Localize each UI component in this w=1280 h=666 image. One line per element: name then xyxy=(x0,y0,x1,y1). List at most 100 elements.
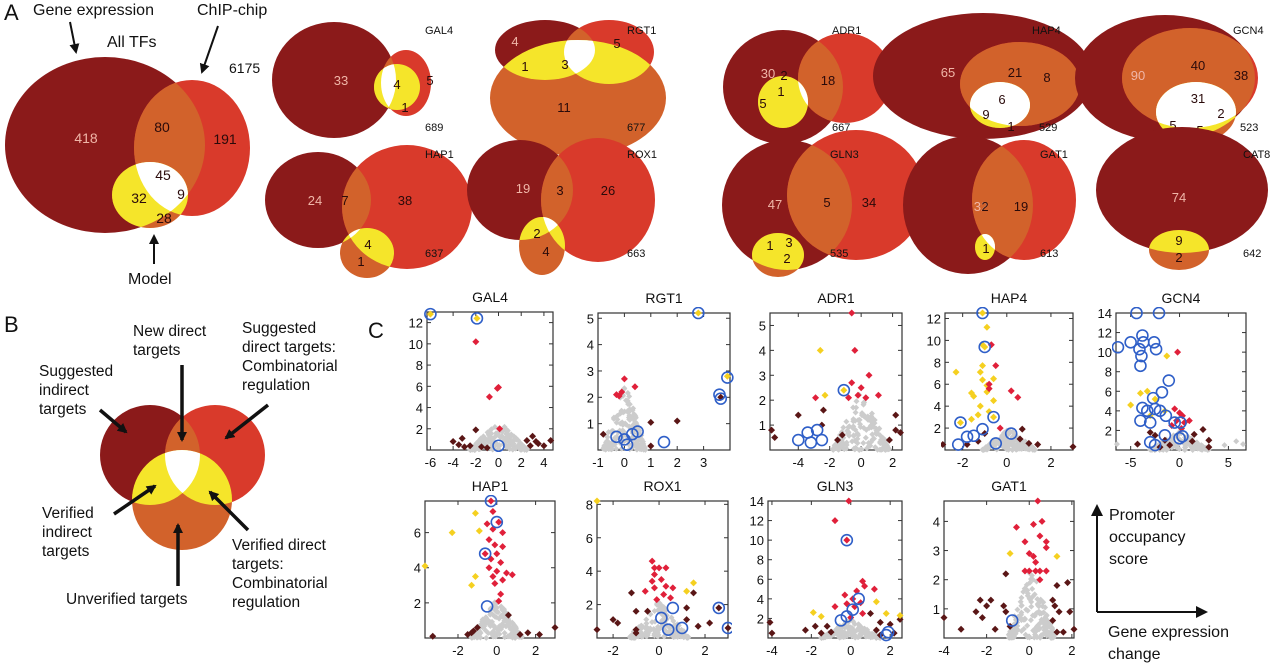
point-model-predicted xyxy=(881,625,895,639)
point-model-predicted xyxy=(1168,416,1181,429)
point-bound xyxy=(841,591,849,599)
point-model-predicted xyxy=(879,628,893,642)
point-unaffected xyxy=(1022,631,1029,638)
point-verified xyxy=(956,419,964,427)
point-bound xyxy=(472,338,480,346)
point-unaffected xyxy=(836,629,843,636)
point-unaffected xyxy=(867,422,874,429)
expression-model-overlap xyxy=(495,40,595,80)
point-model-predicted xyxy=(1140,404,1154,418)
venn-count-label: 3 xyxy=(561,57,568,72)
point-unaffected xyxy=(1021,615,1028,622)
plot-title: HAP1 xyxy=(472,478,509,494)
point-model-predicted xyxy=(1147,336,1161,349)
point-expression-only xyxy=(1055,608,1063,616)
label-new-direct-targets: New direct targets xyxy=(133,323,207,359)
point-unaffected xyxy=(1014,627,1021,634)
point-unaffected xyxy=(507,433,514,440)
venn-count-label: 4 xyxy=(393,77,400,92)
point-expression-only xyxy=(1146,428,1154,436)
legend-gene-expression-label: Gene expression change xyxy=(1108,624,1229,663)
x-tick-label: 2 xyxy=(1068,643,1075,658)
venn-count-label: 8 xyxy=(1043,70,1050,85)
point-bound xyxy=(641,587,649,595)
point-unaffected xyxy=(503,444,510,451)
venn-count-label: 5 xyxy=(823,195,830,210)
point-unaffected xyxy=(607,445,614,452)
y-tick-label: 2 xyxy=(934,421,941,436)
scatter-gcn4: GCN4 -5 0 5 2 4 6 8 10 12 14 xyxy=(1098,290,1247,470)
point-bound xyxy=(653,596,661,604)
point-unaffected xyxy=(1037,619,1044,626)
venn-count-label: 32 xyxy=(131,190,147,206)
point-expression-only xyxy=(647,442,655,450)
point-model-predicted xyxy=(692,307,705,320)
point-expression-only xyxy=(593,626,601,634)
point-unaffected xyxy=(1006,441,1013,448)
point-expression-only xyxy=(940,614,948,622)
point-bound xyxy=(874,391,882,399)
point-unaffected xyxy=(604,438,611,445)
point-unaffected xyxy=(870,632,877,639)
point-expression-only xyxy=(504,611,512,619)
point-unaffected xyxy=(860,439,867,446)
plot-title: RGT1 xyxy=(645,290,683,306)
point-unaffected xyxy=(618,445,625,452)
point-bound xyxy=(650,584,658,592)
y-tick-label: 4 xyxy=(933,514,940,529)
venn-count-label: 32 xyxy=(974,199,988,214)
point-unaffected xyxy=(516,446,523,453)
point-expression-only xyxy=(614,619,622,627)
point-unaffected xyxy=(493,604,500,611)
x-tick-label: -2 xyxy=(470,455,482,470)
arrow-chip-chip xyxy=(199,25,219,74)
point-bound xyxy=(1174,348,1182,356)
y-tick-label: 8 xyxy=(757,553,764,568)
arrow-suggested-indirect xyxy=(98,408,128,434)
venn-count-label: 5 xyxy=(759,96,766,111)
point-bound xyxy=(870,585,878,593)
point-expression-only xyxy=(974,437,982,445)
y-tick-label: 2 xyxy=(933,573,940,588)
y-tick-label: 3 xyxy=(759,368,766,383)
legend-promoter-occupancy-label: Promoter occupancy score xyxy=(1109,507,1186,568)
venn-count-label: 40 xyxy=(1191,58,1205,73)
total-genes-label: 523 xyxy=(1240,122,1258,134)
point-bound xyxy=(660,591,668,599)
x-tick-label: -6 xyxy=(425,455,437,470)
point-unaffected xyxy=(490,633,497,640)
venn-count-label: 1 xyxy=(521,59,528,74)
point-unaffected xyxy=(631,412,638,419)
point-model-predicted xyxy=(804,436,818,449)
point-verified xyxy=(1163,352,1171,360)
point-unaffected xyxy=(491,624,498,631)
label-suggested-indirect-targets: Suggested indirect targets xyxy=(39,363,114,418)
x-tick-label: 2 xyxy=(1047,455,1054,470)
point-expression-only xyxy=(838,431,846,439)
point-expression-only xyxy=(1025,439,1033,447)
point-unaffected xyxy=(873,431,880,438)
point-unaffected xyxy=(1005,445,1012,452)
venn-count-label: 38 xyxy=(398,193,412,208)
point-verified xyxy=(816,346,824,354)
point-expression-only xyxy=(455,441,463,449)
point-unaffected xyxy=(643,616,650,623)
point-bound xyxy=(1042,567,1050,575)
point-model-predicted xyxy=(1174,416,1187,429)
point-verified xyxy=(976,402,984,410)
point-unaffected xyxy=(630,634,637,641)
point-unaffected xyxy=(984,443,991,450)
point-unaffected xyxy=(862,434,869,441)
point-unaffected xyxy=(498,626,505,633)
point-expression-only xyxy=(1134,440,1142,448)
point-unaffected xyxy=(502,623,509,630)
y-tick-label: 2 xyxy=(1105,423,1112,438)
y-tick-label: 1 xyxy=(587,417,594,432)
point-expression-only xyxy=(892,411,900,419)
point-expression-only xyxy=(609,616,617,624)
venn-count-label: 6 xyxy=(998,92,1005,107)
expression-model-overlap xyxy=(758,76,808,128)
point-unaffected xyxy=(1163,446,1170,453)
point-bound xyxy=(615,392,623,400)
y-tick-label: 6 xyxy=(934,377,941,392)
